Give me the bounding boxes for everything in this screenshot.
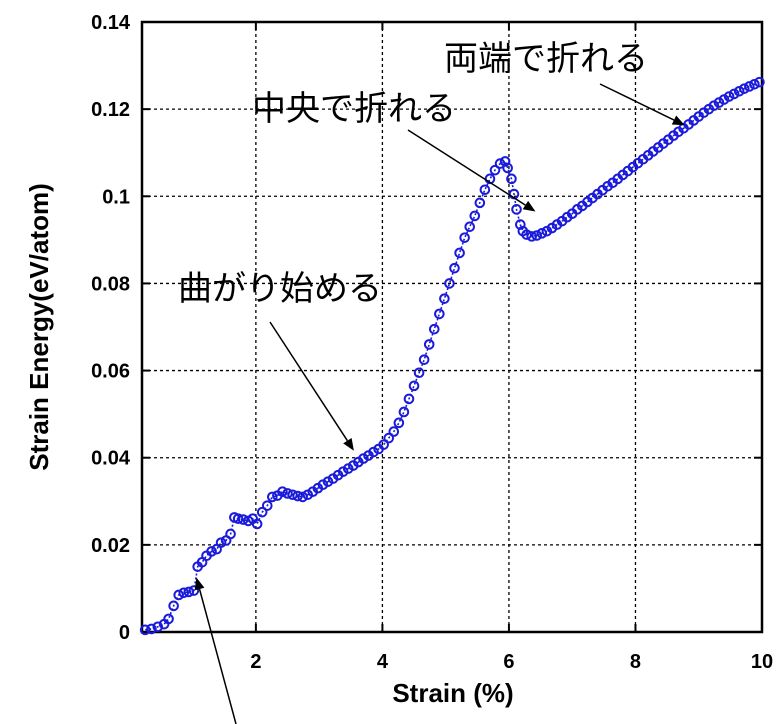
data-point xyxy=(754,76,765,88)
data-point xyxy=(215,537,227,548)
data-point xyxy=(521,229,532,240)
x-tick-label: 8 xyxy=(630,651,641,673)
data-point xyxy=(526,231,538,242)
data-point xyxy=(723,91,735,102)
data-point xyxy=(423,339,435,350)
data-point xyxy=(393,417,405,429)
data-point xyxy=(297,491,308,503)
series-line xyxy=(145,81,760,631)
data-point xyxy=(749,79,760,90)
annotation-arrowhead xyxy=(194,577,205,591)
data-point xyxy=(163,613,174,625)
data-point xyxy=(388,426,400,437)
data-point xyxy=(469,210,481,222)
data-point xyxy=(428,323,440,335)
data-point xyxy=(277,486,288,498)
annotation-center: 中央で折れる xyxy=(252,89,456,129)
data-point xyxy=(287,489,298,501)
data-point xyxy=(515,219,526,230)
y-tick-label: 0.06 xyxy=(91,361,130,383)
x-axis-title: Strain (%) xyxy=(392,678,513,708)
data-point xyxy=(434,308,445,320)
annotation-arrowhead xyxy=(343,438,354,451)
annotation-bend-start: 曲がり始める xyxy=(178,269,382,309)
y-tick-label: 0.14 xyxy=(91,12,131,34)
data-point xyxy=(183,586,195,598)
data-point xyxy=(464,221,476,233)
y-tick-label: 0.04 xyxy=(91,448,131,470)
data-point xyxy=(256,506,268,518)
data-point xyxy=(536,228,548,239)
data-point xyxy=(439,293,450,304)
x-tick-label: 10 xyxy=(751,651,773,673)
annotation-arrow xyxy=(407,129,526,206)
data-point xyxy=(454,247,465,259)
y-tick-label: 0.12 xyxy=(91,99,130,121)
data-point xyxy=(139,624,151,636)
data-point xyxy=(413,367,425,379)
data-point xyxy=(146,623,157,635)
data-point xyxy=(459,232,470,243)
y-tick-label: 0.1 xyxy=(102,186,130,208)
annotation-arrow xyxy=(599,83,675,121)
data-point xyxy=(378,439,389,450)
data-point xyxy=(531,230,543,241)
data-point xyxy=(418,354,430,365)
annotation-arrowhead xyxy=(522,200,536,212)
data-point xyxy=(383,432,395,444)
data-point xyxy=(474,197,486,209)
y-axis-title: Strain Energy(eV/atom) xyxy=(24,183,54,471)
annotation-arrows xyxy=(194,83,685,724)
y-tick-label: 0.02 xyxy=(91,535,130,557)
data-point xyxy=(733,85,745,97)
data-point xyxy=(251,518,263,530)
data-point xyxy=(173,589,184,601)
grid-lines xyxy=(142,22,762,632)
data-point xyxy=(502,162,513,174)
data-point xyxy=(398,406,410,418)
data-point xyxy=(403,393,415,405)
data-point xyxy=(152,621,164,633)
data-point xyxy=(744,81,755,92)
y-tick-label: 0.08 xyxy=(91,273,130,295)
data-point xyxy=(282,488,293,499)
data-point xyxy=(178,587,190,599)
plot-frame xyxy=(140,20,764,634)
data-point xyxy=(267,491,278,503)
data-point xyxy=(444,278,455,289)
data-point xyxy=(511,204,522,215)
data-point xyxy=(232,513,244,525)
annotation-arrowhead xyxy=(671,115,685,126)
data-series xyxy=(139,76,765,636)
annotation-both-ends: 両端で折れる xyxy=(444,39,648,79)
data-point xyxy=(168,600,179,612)
data-point xyxy=(499,156,511,167)
data-point xyxy=(728,88,740,100)
data-point xyxy=(506,173,517,185)
data-point xyxy=(261,500,273,511)
data-point xyxy=(408,380,420,392)
data-point xyxy=(206,546,217,557)
x-tick-label: 2 xyxy=(250,651,261,673)
x-tick-label: 4 xyxy=(377,651,389,673)
data-point xyxy=(225,528,236,540)
data-point xyxy=(494,158,506,169)
y-tick-label: 0 xyxy=(119,622,130,644)
x-tick-label: 6 xyxy=(503,651,514,673)
data-point xyxy=(489,164,501,176)
data-point xyxy=(292,490,303,502)
annotation-arrow xyxy=(269,321,349,442)
axis-ticks: 2 4 6 8 10 0 0.02 0.04 0.06 0.08 0.1 0.12 0.14 xyxy=(91,12,773,673)
annotation-arrow xyxy=(198,588,237,724)
data-point xyxy=(479,184,491,196)
data-point xyxy=(188,585,200,596)
data-point xyxy=(738,83,750,94)
data-point xyxy=(449,262,460,274)
